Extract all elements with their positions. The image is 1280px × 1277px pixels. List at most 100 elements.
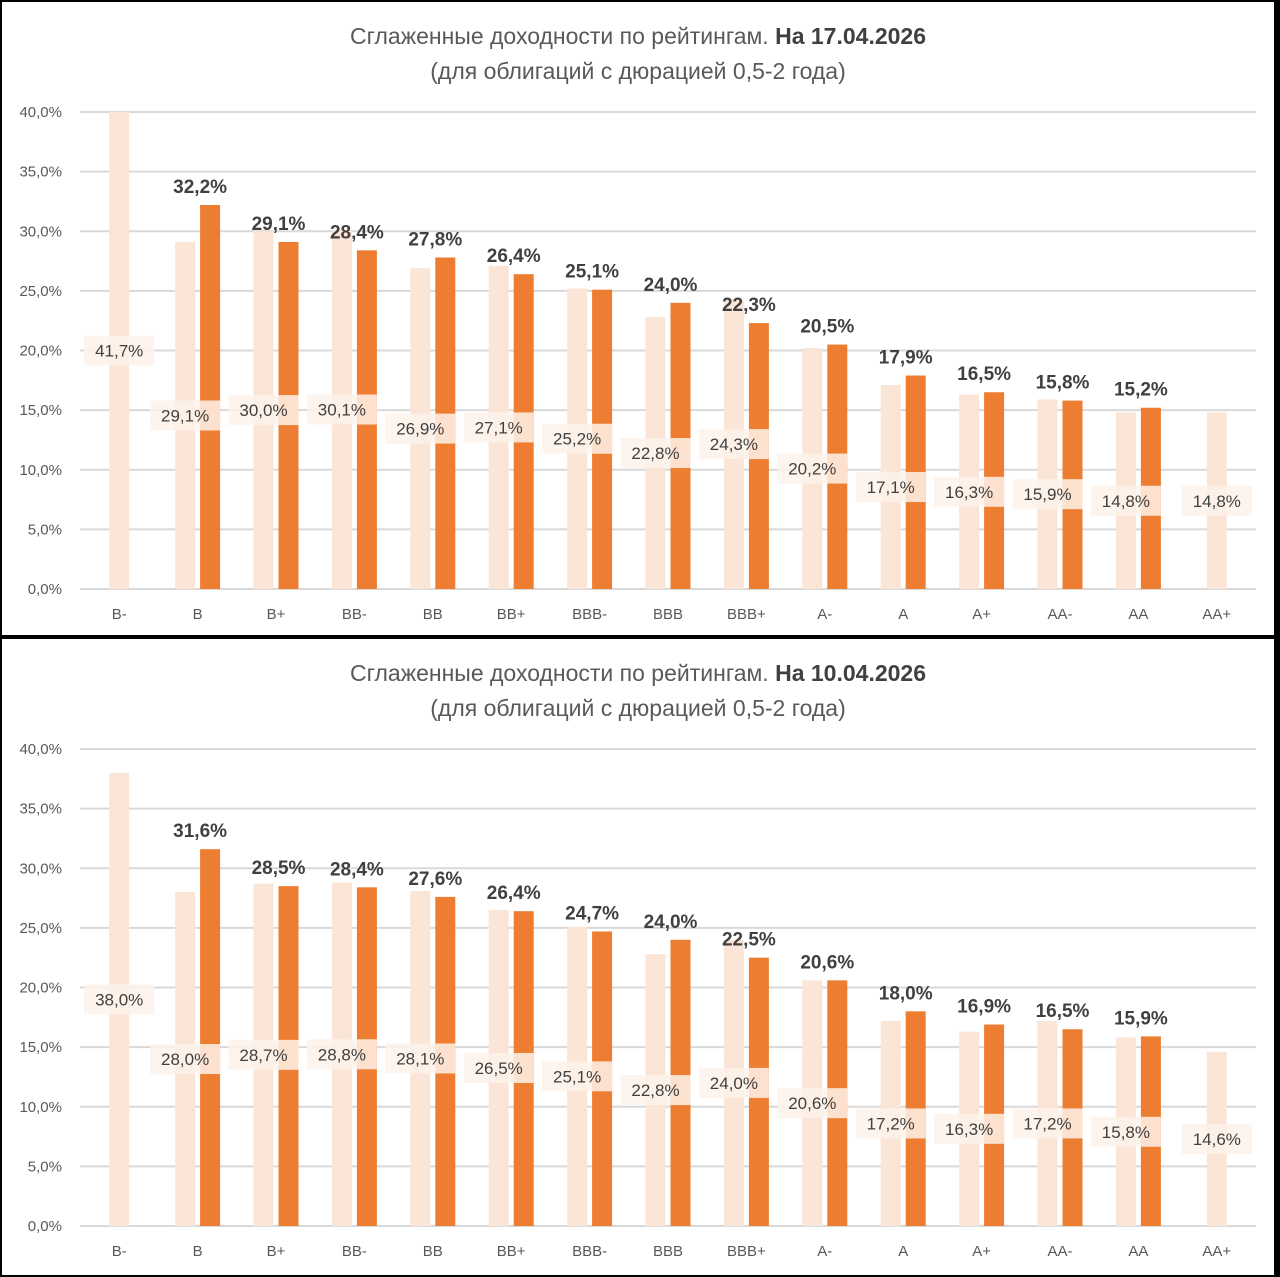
data-label-bg	[698, 1067, 769, 1098]
data-label-current: 24,7%	[565, 903, 619, 924]
data-label-bg	[1012, 479, 1083, 510]
data-label-previous: 15,8%	[1102, 1123, 1150, 1142]
data-label-previous: 20,6%	[788, 1094, 836, 1113]
data-label-bg	[463, 1052, 534, 1083]
y-tick-label: 25,0%	[19, 920, 62, 937]
data-label-current: 15,8%	[1036, 373, 1090, 394]
data-label-previous: 20,2%	[788, 460, 836, 479]
bar-chart-17-04: 0,0% 5,0% 10,0% 15,0% 20,0% 25,0% 30,0% 35,0% 40…	[19, 104, 1256, 623]
x-tick-label: AA-	[1047, 606, 1072, 623]
data-label-previous: 22,8%	[631, 444, 679, 463]
y-tick-label: 40,0%	[19, 104, 62, 121]
data-label-bg	[1012, 1108, 1083, 1139]
data-label-previous: 22,8%	[631, 1081, 679, 1100]
data-label-bg	[385, 413, 456, 444]
data-label-current: 22,5%	[722, 930, 776, 951]
data-label-bg	[84, 335, 155, 366]
data-label-previous: 41,7%	[95, 342, 143, 361]
data-label-current: 27,8%	[408, 229, 462, 250]
data-label-previous: 26,5%	[475, 1059, 523, 1078]
data-label-previous: 14,8%	[1193, 492, 1241, 511]
data-label-previous: 28,8%	[318, 1045, 366, 1064]
chart-panel-10-04: Сглаженные доходности по рейтингам. На 1…	[0, 638, 1276, 1277]
data-label-bg	[934, 1113, 1005, 1144]
data-label-current: 20,5%	[800, 317, 854, 338]
x-tick-label: B	[193, 606, 203, 623]
x-tick-label: B+	[267, 606, 286, 623]
x-tick-label: A	[898, 1243, 908, 1260]
y-tick-label: 15,0%	[19, 402, 62, 419]
bar-current-B	[200, 205, 221, 589]
y-tick-label: 15,0%	[19, 1039, 62, 1056]
data-label-previous: 26,9%	[396, 420, 444, 439]
data-label-bg	[1090, 1116, 1161, 1147]
x-tick-label: BB-	[342, 606, 367, 623]
chart-title: Сглаженные доходности по рейтингам. На 1…	[350, 23, 926, 49]
x-tick-label: BBB+	[727, 1243, 766, 1260]
data-label-bg	[855, 472, 926, 503]
data-label-current: 15,9%	[1114, 1008, 1168, 1029]
data-label-bg	[1181, 485, 1252, 516]
data-label-current: 22,3%	[722, 295, 776, 316]
data-label-previous: 14,8%	[1102, 492, 1150, 511]
data-label-current: 29,1%	[252, 214, 306, 235]
data-label-current: 17,9%	[879, 348, 933, 369]
x-tick-label: AA+	[1202, 606, 1231, 623]
data-label-current: 32,2%	[173, 177, 227, 198]
data-label-bg	[620, 438, 691, 469]
data-label-current: 27,6%	[408, 869, 462, 890]
bar-chart-10-04: 0,0% 5,0% 10,0% 15,0% 20,0% 25,0% 30,0% 35,0% 40…	[19, 741, 1256, 1260]
data-label-previous: 27,1%	[475, 418, 523, 437]
data-label-previous: 14,6%	[1193, 1130, 1241, 1149]
data-label-previous: 24,0%	[710, 1074, 758, 1093]
data-label-previous: 28,1%	[396, 1049, 444, 1068]
chart-title: Сглаженные доходности по рейтингам. На 1…	[350, 660, 926, 686]
chart-panel-17-04: Сглаженные доходности по рейтингам. На 1…	[0, 0, 1276, 638]
data-label-previous: 30,0%	[239, 401, 287, 420]
data-label-current: 15,2%	[1114, 380, 1168, 401]
data-label-current: 16,5%	[1036, 1001, 1090, 1022]
x-tick-label: A	[898, 606, 908, 623]
x-tick-label: A+	[972, 1243, 991, 1260]
data-label-current: 24,0%	[644, 912, 698, 933]
y-tick-label: 10,0%	[19, 462, 62, 479]
data-label-bg	[777, 1088, 848, 1119]
data-label-current: 16,5%	[957, 364, 1011, 385]
data-label-bg	[84, 984, 155, 1015]
data-label-previous: 25,2%	[553, 430, 601, 449]
data-label-current: 18,0%	[879, 983, 933, 1004]
x-tick-label: BB	[423, 1243, 443, 1260]
data-label-previous: 17,1%	[867, 478, 915, 497]
data-label-bg	[463, 412, 534, 443]
data-label-current: 28,4%	[330, 859, 384, 880]
x-tick-label: A+	[972, 606, 991, 623]
data-label-bg	[698, 429, 769, 460]
data-label-previous: 30,1%	[318, 401, 366, 420]
data-label-previous: 28,0%	[161, 1050, 209, 1069]
data-label-current: 25,1%	[565, 262, 619, 283]
x-tick-label: BBB	[653, 606, 683, 623]
data-label-previous: 29,1%	[161, 406, 209, 425]
x-tick-label: BB-	[342, 1243, 367, 1260]
data-label-previous: 16,3%	[945, 483, 993, 502]
y-tick-label: 35,0%	[19, 164, 62, 181]
x-tick-label: BBB-	[572, 1243, 607, 1260]
y-tick-label: 10,0%	[19, 1099, 62, 1116]
chart-subtitle: (для облигаций с дюрацией 0,5-2 года)	[430, 58, 846, 84]
data-label-previous: 17,2%	[1023, 1114, 1071, 1133]
y-tick-label: 40,0%	[19, 741, 62, 758]
data-label-current: 28,5%	[252, 858, 306, 879]
data-label-bg	[1090, 485, 1161, 516]
data-label-bg	[150, 400, 221, 431]
x-tick-label: BB	[423, 606, 443, 623]
data-label-current: 26,4%	[487, 883, 541, 904]
data-label-bg	[620, 1075, 691, 1106]
y-tick-label: 35,0%	[19, 801, 62, 818]
data-label-previous: 25,1%	[553, 1067, 601, 1086]
data-label-current: 16,9%	[957, 996, 1011, 1017]
bar-current-B	[200, 849, 221, 1226]
y-tick-label: 20,0%	[19, 343, 62, 360]
x-tick-label: BBB-	[572, 606, 607, 623]
data-label-bg	[934, 476, 1005, 507]
x-tick-label: BBB	[653, 1243, 683, 1260]
